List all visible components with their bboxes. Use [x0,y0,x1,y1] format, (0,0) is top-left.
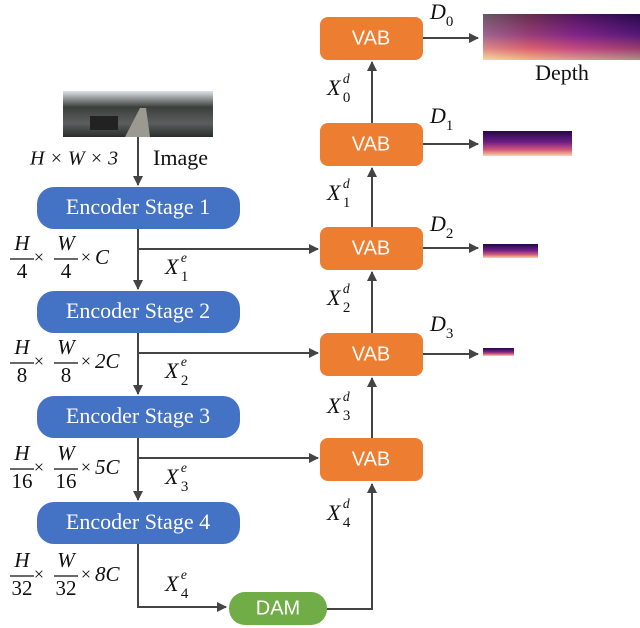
math-sub: 1 [181,269,188,285]
math-base: D [429,0,446,24]
math-sup: e [181,567,187,582]
math-base: D [429,311,446,336]
frac-den: 4 [61,259,72,283]
math-sub: 2 [343,300,350,316]
math-sub: 3 [343,408,350,424]
math-sup: e [181,250,187,265]
depth-map-2 [483,244,538,258]
math-sub: 1 [446,118,453,134]
encoder-stage [37,187,240,229]
math-base: X [326,75,342,100]
vab-label: VAB [352,448,391,470]
input-shape: H × W × 3 [29,148,118,170]
times: × [34,247,44,267]
depth-map-3 [483,348,514,356]
frac-num: W [57,335,77,359]
math-base: X [164,254,180,279]
vab-label: VAB [352,343,391,365]
frac-den: 4 [17,259,28,283]
input-label: Image [153,145,208,170]
times: × [81,351,91,371]
math-sup: d [343,389,350,404]
encoder-stage [37,502,240,544]
dam-label: DAM [256,597,300,619]
math-sub: 0 [446,14,453,30]
frac-num: W [57,548,77,572]
vab-label: VAB [352,237,391,259]
channels: 8C [95,562,121,586]
vab-label: VAB [352,27,391,49]
math-sub: 3 [446,326,453,342]
channels: C [95,245,110,269]
math-base: X [164,571,180,596]
encoder-label: Encoder Stage 4 [66,509,210,534]
math-sup: d [343,176,350,191]
frac-den: 8 [61,363,72,387]
math-base: X [164,464,180,489]
frac-num: H [13,441,31,465]
depth-map-0 [483,14,640,60]
times: × [81,564,91,584]
math-base: X [326,393,342,418]
math-sub: 2 [446,226,453,242]
input-image-car [90,116,118,130]
depth-label: Depth [535,60,589,85]
frac-num: H [13,231,31,255]
vab-block [320,123,423,166]
dam-block [229,592,327,625]
encoder-label: Encoder Stage 1 [66,194,210,219]
vab-block [320,333,423,376]
encoder-stage [37,291,240,333]
frac-den: 16 [12,469,33,493]
math-sup: d [343,496,350,511]
times: × [81,457,91,477]
math-sub: 3 [181,479,188,495]
frac-den: 16 [56,469,77,493]
math-base: D [429,211,446,236]
times: × [34,351,44,371]
vab-label: VAB [352,133,391,155]
math-sup: d [343,71,350,86]
vab-block [320,438,423,481]
math-sub: 4 [343,515,351,531]
times: × [81,247,91,267]
math-base: D [429,103,446,128]
input-image-road [125,108,150,137]
encoder-label: Encoder Stage 3 [66,403,210,428]
math-base: X [326,500,342,525]
frac-num: H [13,335,31,359]
math-base: X [326,180,342,205]
depth-map-1 [483,131,572,156]
frac-den: 32 [12,576,33,600]
frac-num: W [57,441,77,465]
math-sub: 1 [343,195,350,211]
math-sub: 4 [181,586,189,602]
vab-block [320,17,423,60]
times: × [34,564,44,584]
math-sup: d [343,281,350,296]
math-sub: 0 [343,90,350,106]
math-base: X [326,285,342,310]
encoder-label: Encoder Stage 2 [66,298,210,323]
vab-block [320,227,423,270]
frac-num: H [13,548,31,572]
connector [327,483,377,610]
frac-num: W [57,231,77,255]
channels: 2C [95,349,121,373]
frac-den: 8 [17,363,28,387]
math-sub: 2 [181,373,188,389]
math-sup: e [181,354,187,369]
channels: 5C [95,455,121,479]
frac-den: 32 [56,576,77,600]
times: × [34,457,44,477]
encoder-stage [37,396,240,438]
math-base: X [164,358,180,383]
math-sup: e [181,460,187,475]
connector [137,544,227,612]
